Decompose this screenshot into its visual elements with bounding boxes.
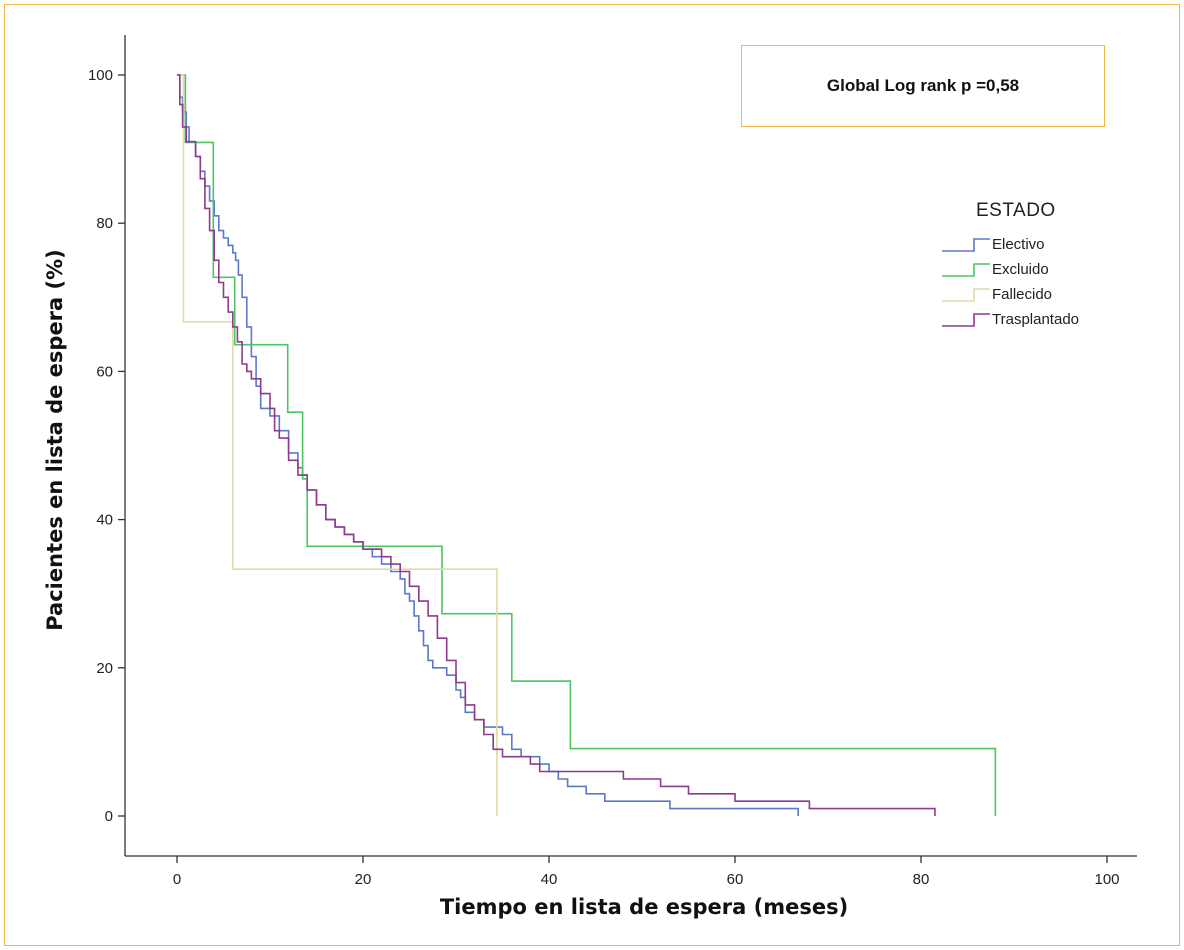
legend-swatch-icon [942, 287, 990, 302]
legend-item-electivo: Electivo [940, 232, 1140, 257]
log-rank-annotation-box: Global Log rank p =0,58 [741, 45, 1105, 127]
x-tick-label: 40 [541, 871, 558, 888]
series-layer [177, 74, 997, 816]
legend: ESTADO Electivo Excluido Fallecido Trasplan… [940, 200, 1140, 332]
axes: 0 20 40 60 80 100 0 20 40 60 80 100 [88, 35, 1137, 888]
x-tick-label: 80 [913, 871, 930, 888]
legend-swatch-icon [942, 237, 990, 252]
y-tick-label: 40 [96, 512, 113, 529]
y-tick-label: 100 [88, 67, 113, 84]
legend-item-excluido: Excluido [940, 257, 1140, 282]
y-tick-label: 0 [105, 808, 113, 825]
series-line-excluido [177, 74, 997, 816]
legend-item-trasplantado: Trasplantado [940, 307, 1140, 332]
legend-label: Electivo [992, 236, 1045, 253]
x-tick-label: 0 [173, 871, 181, 888]
y-tick-label: 60 [96, 363, 113, 380]
y-axis-title: Pacientes en lista de espera (%) [43, 249, 67, 631]
x-tick-label: 100 [1094, 871, 1119, 888]
legend-items: Electivo Excluido Fallecido Trasplantado [940, 232, 1140, 332]
series-line-fallecido [177, 74, 498, 816]
legend-title: ESTADO [976, 200, 1056, 221]
series-line-trasplantado [177, 74, 936, 816]
x-tick-label: 20 [355, 871, 372, 888]
log-rank-annotation: Global Log rank p =0,58 [826, 76, 1020, 95]
legend-label: Fallecido [992, 286, 1053, 303]
chart-frame [4, 4, 1180, 946]
legend-label: Excluido [992, 261, 1049, 278]
y-tick-label: 80 [96, 215, 113, 232]
legend-item-fallecido: Fallecido [940, 282, 1140, 307]
x-tick-label: 60 [727, 871, 744, 888]
legend-swatch-icon [942, 312, 990, 327]
legend-label: Trasplantado [992, 311, 1079, 328]
y-tick-label: 20 [96, 660, 113, 677]
x-axis-title: Tiempo en lista de espera (meses) [440, 895, 848, 919]
series-line-electivo [177, 74, 799, 816]
legend-swatch-icon [942, 262, 990, 277]
